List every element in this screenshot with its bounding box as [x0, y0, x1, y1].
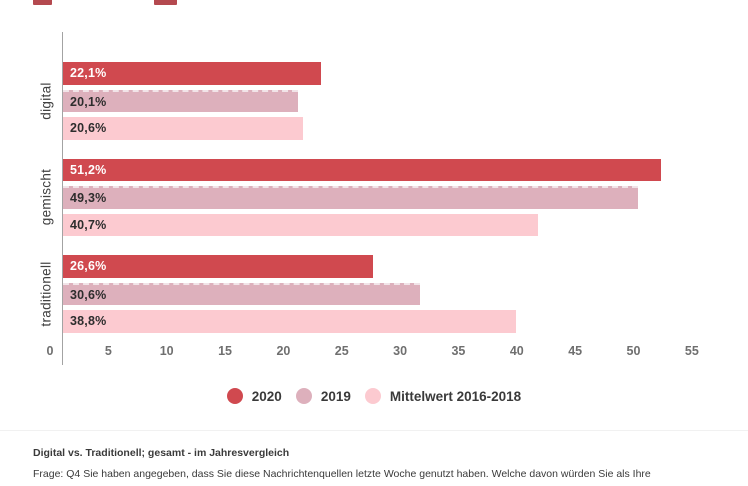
- bar-value-label: 49,3%: [70, 191, 107, 206]
- legend-label: Mittelwert 2016-2018: [389, 388, 522, 404]
- bar-gemischt-2020: 51,2%: [63, 158, 661, 181]
- bar-gemischt-mittelwert-2016-2018: 40,7%: [63, 213, 538, 236]
- bar-traditionell-2020: 26,6%: [63, 255, 374, 278]
- legend-item-mittelwert-2016-2018: Mittelwert 2016-2018: [364, 388, 522, 404]
- y-axis-line: [62, 32, 63, 365]
- bar-value-label: 26,6%: [70, 259, 107, 274]
- footer-divider: [0, 430, 748, 431]
- bar-traditionell-mittelwert-2016-2018: 38,8%: [63, 310, 516, 333]
- x-tick-label: 0: [46, 344, 54, 358]
- legend-dot-icon: [226, 388, 243, 404]
- bar-digital-2020: 22,1%: [63, 62, 321, 85]
- bar-value-label: 20,1%: [70, 94, 107, 109]
- category-label-gemischt: gemischt: [38, 169, 54, 226]
- category-label-traditionell: traditionell: [38, 261, 54, 327]
- x-tick-label: 35: [451, 344, 466, 358]
- bar-value-label: 38,8%: [70, 314, 107, 329]
- survey-question: Frage: Q4 Sie haben angegeben, dass Sie …: [33, 468, 651, 480]
- x-tick-label: 45: [568, 344, 583, 358]
- x-tick-label: 55: [684, 344, 699, 358]
- x-tick-label: 15: [218, 344, 232, 358]
- x-tick-label: 20: [276, 344, 291, 358]
- bar-traditionell-2019: 30,6%: [63, 282, 421, 305]
- bar-gemischt-2019: 49,3%: [63, 186, 639, 209]
- bar-value-label: 22,1%: [70, 66, 107, 81]
- bar-value-label: 40,7%: [70, 217, 107, 232]
- legend-dot-icon: [364, 388, 381, 404]
- legend-item-2020: 2020: [226, 388, 282, 404]
- bar-digital-mittelwert-2016-2018: 20,6%: [63, 117, 304, 140]
- legend-item-2019: 2019: [295, 388, 351, 404]
- bar-value-label: 20,6%: [70, 121, 107, 136]
- legend: 2020 2019 Mittelwert 2016-2018: [0, 388, 748, 404]
- x-tick-label: 40: [509, 344, 524, 358]
- x-tick-label: 10: [159, 344, 174, 358]
- x-tick-label: 25: [334, 344, 349, 358]
- legend-label: 2019: [320, 388, 351, 404]
- x-tick-label: 30: [393, 344, 408, 358]
- chart-subtitle: Digital vs. Traditionell; gesamt - im Ja…: [33, 447, 290, 459]
- x-tick-label: 50: [626, 344, 641, 358]
- bar-value-label: 30,6%: [70, 287, 107, 302]
- clipped-title-fragment: [33, 0, 52, 5]
- category-label-digital: digital: [38, 82, 54, 120]
- legend-label: 2020: [251, 388, 282, 404]
- clipped-title-fragment: [154, 0, 177, 5]
- x-tick-label: 5: [104, 344, 112, 358]
- legend-dot-icon: [295, 388, 312, 404]
- bar-digital-2019: 20,1%: [63, 89, 298, 112]
- bar-value-label: 51,2%: [70, 162, 107, 177]
